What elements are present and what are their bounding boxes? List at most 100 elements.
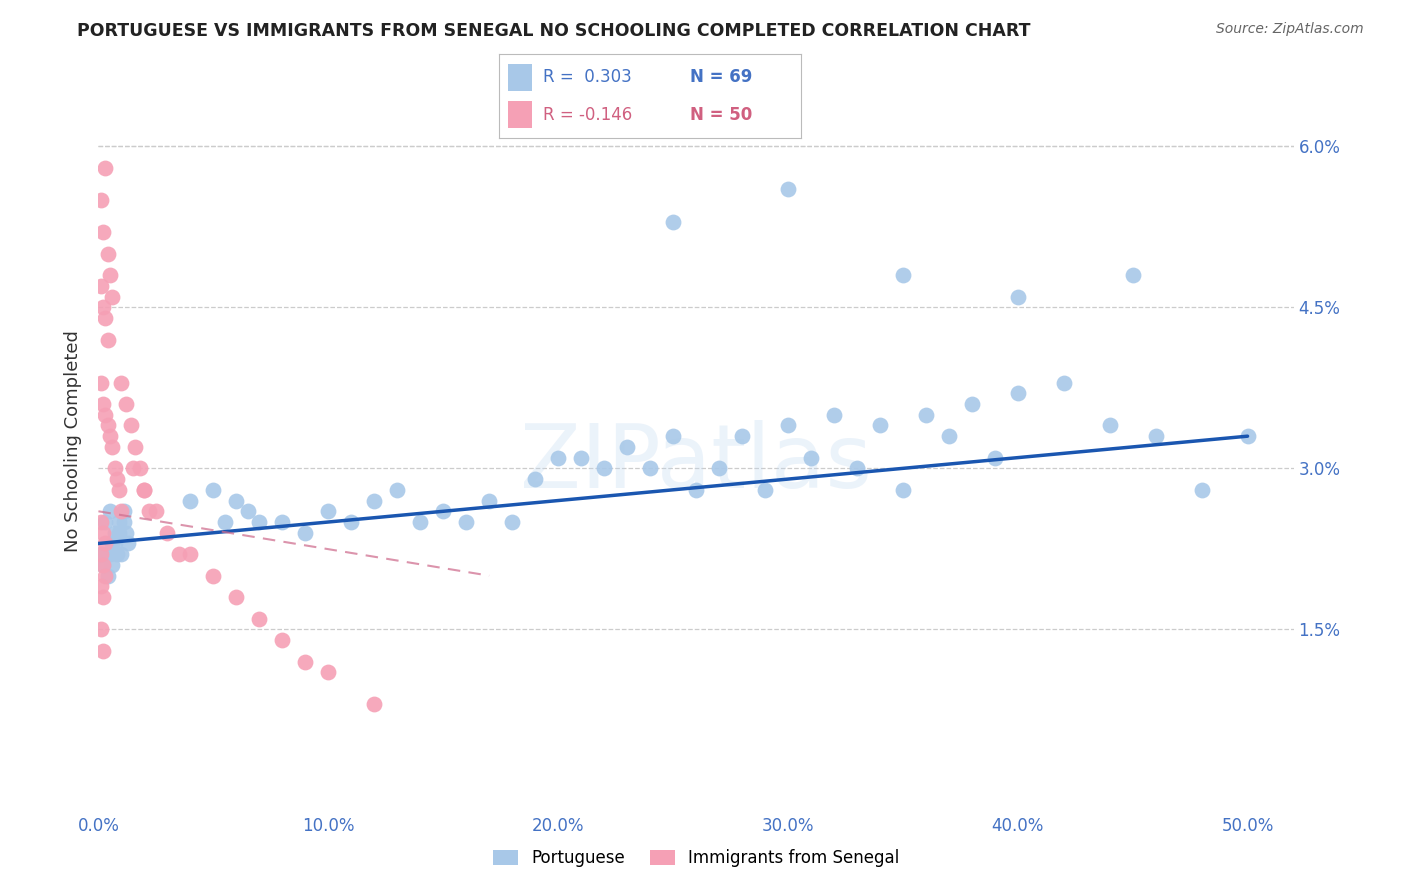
Point <box>316 665 339 680</box>
Point <box>638 461 661 475</box>
Point <box>124 440 146 454</box>
Point <box>90 279 112 293</box>
Point <box>1191 483 1213 497</box>
Point <box>90 623 112 637</box>
Point <box>91 590 114 604</box>
Point <box>134 483 156 497</box>
Point <box>91 558 114 572</box>
Text: Source: ZipAtlas.com: Source: ZipAtlas.com <box>1216 22 1364 37</box>
Point <box>547 450 569 465</box>
Point <box>271 515 294 529</box>
Point <box>90 376 112 390</box>
Point <box>294 525 316 540</box>
Point <box>202 483 225 497</box>
Point <box>1053 376 1076 390</box>
Point <box>103 461 125 475</box>
Point <box>662 214 685 228</box>
Point <box>91 397 114 411</box>
Point <box>91 301 114 315</box>
Point <box>247 611 270 625</box>
Point <box>97 418 120 433</box>
Point <box>98 268 121 283</box>
Point <box>776 182 799 196</box>
Point <box>501 515 523 529</box>
Point <box>108 515 131 529</box>
Point <box>90 579 112 593</box>
Point <box>156 525 179 540</box>
Point <box>105 547 128 561</box>
Point <box>105 472 128 486</box>
Point <box>108 483 131 497</box>
Point <box>94 408 117 422</box>
Point <box>110 504 132 518</box>
Bar <box>508 63 533 91</box>
Point <box>98 547 121 561</box>
Point <box>115 525 138 540</box>
Point <box>94 536 117 550</box>
Point <box>90 515 112 529</box>
Point <box>94 547 117 561</box>
Point <box>101 536 124 550</box>
Point <box>101 558 124 572</box>
Point <box>128 461 150 475</box>
Point <box>236 504 259 518</box>
Point <box>731 429 754 443</box>
Point <box>110 376 132 390</box>
Point <box>112 504 135 518</box>
Point <box>179 493 201 508</box>
Y-axis label: No Schooling Completed: No Schooling Completed <box>65 331 83 552</box>
Point <box>120 418 142 433</box>
Point <box>984 450 1007 465</box>
Point <box>294 655 316 669</box>
Point <box>432 504 454 518</box>
Point <box>91 225 114 239</box>
Point <box>409 515 432 529</box>
Point <box>138 504 160 518</box>
Text: N = 50: N = 50 <box>689 105 752 123</box>
Point <box>225 590 247 604</box>
Point <box>90 547 112 561</box>
Point <box>1122 268 1144 283</box>
Point <box>938 429 960 443</box>
Point <box>101 440 124 454</box>
Bar <box>508 101 533 128</box>
Point <box>478 493 501 508</box>
Point <box>385 483 409 497</box>
Point <box>90 547 112 561</box>
Point <box>97 246 120 260</box>
Point <box>98 429 121 443</box>
Point <box>110 547 132 561</box>
Point <box>122 461 145 475</box>
Point <box>593 461 616 475</box>
Point <box>456 515 478 529</box>
Point <box>891 268 914 283</box>
Text: ZIPatlas: ZIPatlas <box>520 420 872 508</box>
Point <box>117 536 139 550</box>
Point <box>91 525 114 540</box>
Point <box>776 418 799 433</box>
Point <box>363 698 385 712</box>
Text: N = 69: N = 69 <box>689 69 752 87</box>
Point <box>1007 290 1029 304</box>
Point <box>91 558 114 572</box>
Point <box>754 483 776 497</box>
Point <box>316 504 339 518</box>
Point <box>616 440 638 454</box>
Point <box>1007 386 1029 401</box>
Point <box>134 483 156 497</box>
Point <box>662 429 685 443</box>
Legend: Portuguese, Immigrants from Senegal: Portuguese, Immigrants from Senegal <box>486 842 905 874</box>
Point <box>103 525 125 540</box>
Point <box>145 504 167 518</box>
Point <box>94 161 117 175</box>
Point <box>101 290 124 304</box>
Point <box>91 644 114 658</box>
Text: R = -0.146: R = -0.146 <box>543 105 633 123</box>
Point <box>94 568 117 582</box>
Point <box>225 493 247 508</box>
Text: R =  0.303: R = 0.303 <box>543 69 631 87</box>
Point <box>214 515 236 529</box>
Point <box>340 515 363 529</box>
Point <box>97 333 120 347</box>
Point <box>179 547 201 561</box>
